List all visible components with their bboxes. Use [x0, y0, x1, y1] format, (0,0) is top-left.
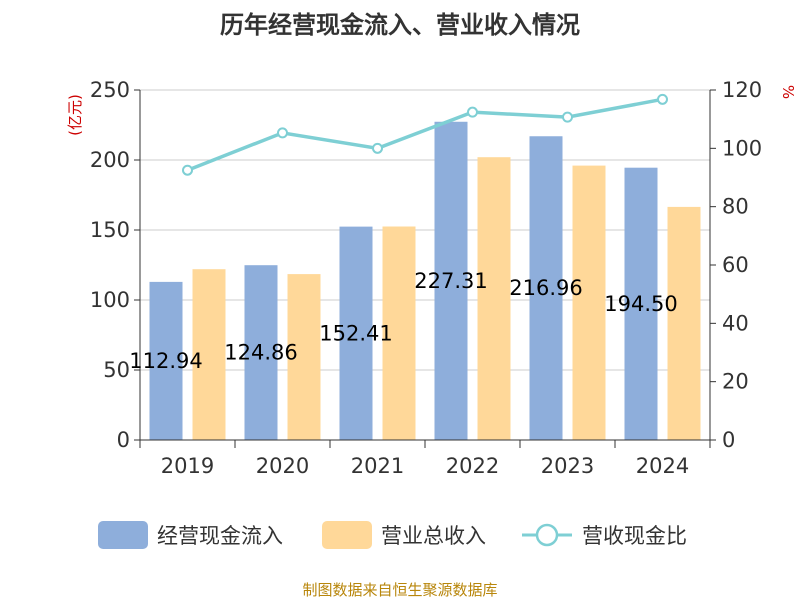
y-left-tick-label: 0 [117, 428, 130, 452]
bar-revenue [572, 165, 606, 440]
y-right-tick-label: 100 [722, 136, 762, 160]
y-left-unit: (亿元) [66, 94, 84, 136]
ratio-point [372, 142, 383, 154]
legend-label: 经营现金流入 [157, 524, 283, 548]
ratio-point [467, 106, 478, 118]
y-left-tick-label: 100 [90, 288, 130, 312]
y-left-tick-label: 150 [90, 218, 130, 242]
x-tick-label: 2022 [446, 454, 499, 478]
x-tick-label: 2019 [161, 454, 214, 478]
chart-title: 历年经营现金流入、营业收入情况 [220, 11, 580, 39]
bar-cash-inflow [529, 136, 563, 441]
bar-revenue [287, 274, 321, 440]
data-label: 112.94 [129, 349, 202, 373]
legend-label: 营收现金比 [582, 524, 687, 548]
bar-revenue [477, 157, 511, 440]
legend: 经营现金流入 营业总收入 营收现金比 [98, 521, 687, 549]
x-tick-label: 2023 [541, 454, 594, 478]
bar-cash-inflow [244, 265, 278, 440]
data-label: 124.86 [224, 341, 297, 365]
bar-cash-inflow [434, 121, 468, 441]
ratio-point [182, 164, 193, 176]
legend-swatch [322, 521, 372, 549]
y-left-tick-label: 50 [103, 358, 130, 382]
grid-lines [140, 89, 710, 371]
y-right-tick-label: 20 [722, 370, 749, 394]
ratio-line [182, 93, 668, 176]
source-note: 制图数据来自恒生聚源数据库 [302, 581, 497, 599]
bar-cash-inflow [149, 281, 183, 440]
bar-cash-inflow [339, 226, 373, 440]
y-right-unit: % [779, 85, 797, 99]
ratio-line-path [186, 97, 663, 172]
y-left-tick-label: 200 [90, 148, 130, 172]
y-left-tick-label: 250 [90, 78, 130, 102]
y-right-tick-label: 0 [722, 428, 735, 452]
data-label: 152.41 [319, 321, 392, 345]
y-right-tick-label: 60 [722, 253, 749, 277]
ratio-point [657, 93, 668, 105]
y-right-tick-label: 80 [722, 195, 749, 219]
bar-cash-inflow [624, 167, 658, 440]
data-label: 194.50 [604, 292, 677, 316]
data-label: 227.31 [414, 269, 487, 293]
y-right-tick-label: 120 [722, 78, 762, 102]
ratio-point [562, 111, 573, 123]
data-labels: 112.94 124.86 152.41 227.31 216.96 194.50 [129, 269, 677, 373]
x-tick-label: 2020 [256, 454, 309, 478]
bars [149, 121, 701, 441]
bar-revenue [192, 269, 226, 440]
x-tick-label: 2021 [351, 454, 404, 478]
bar-revenue [382, 226, 416, 440]
x-tick-label: 2024 [636, 454, 689, 478]
axes: 0 50 100 150 200 250 0 20 40 60 80 100 120 2019 2020 20… [90, 78, 762, 478]
ratio-point [277, 127, 288, 139]
legend-swatch [98, 521, 148, 549]
legend-label: 营业总收入 [381, 524, 486, 548]
y-right-tick-label: 40 [722, 311, 749, 335]
data-label: 216.96 [509, 276, 582, 300]
bar-revenue [667, 206, 701, 440]
legend-marker [535, 523, 559, 547]
